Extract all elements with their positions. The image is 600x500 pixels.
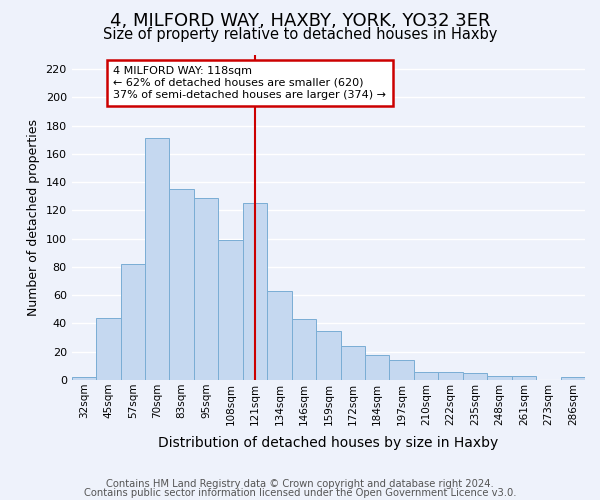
Bar — [194, 198, 218, 380]
Y-axis label: Number of detached properties: Number of detached properties — [27, 119, 40, 316]
Bar — [414, 372, 439, 380]
Bar — [218, 240, 243, 380]
Bar — [512, 376, 536, 380]
Text: 4 MILFORD WAY: 118sqm
← 62% of detached houses are smaller (620)
37% of semi-det: 4 MILFORD WAY: 118sqm ← 62% of detached … — [113, 66, 386, 100]
Bar — [96, 318, 121, 380]
Bar — [365, 354, 389, 380]
Bar — [439, 372, 463, 380]
Bar — [389, 360, 414, 380]
Bar — [292, 319, 316, 380]
Bar — [243, 204, 267, 380]
X-axis label: Distribution of detached houses by size in Haxby: Distribution of detached houses by size … — [158, 436, 499, 450]
Bar — [145, 138, 169, 380]
Text: 4, MILFORD WAY, HAXBY, YORK, YO32 3ER: 4, MILFORD WAY, HAXBY, YORK, YO32 3ER — [110, 12, 490, 30]
Bar — [267, 291, 292, 380]
Bar — [121, 264, 145, 380]
Text: Size of property relative to detached houses in Haxby: Size of property relative to detached ho… — [103, 28, 497, 42]
Bar — [487, 376, 512, 380]
Text: Contains public sector information licensed under the Open Government Licence v3: Contains public sector information licen… — [84, 488, 516, 498]
Text: Contains HM Land Registry data © Crown copyright and database right 2024.: Contains HM Land Registry data © Crown c… — [106, 479, 494, 489]
Bar — [316, 330, 341, 380]
Bar — [560, 377, 585, 380]
Bar — [341, 346, 365, 380]
Bar — [71, 377, 96, 380]
Bar — [169, 189, 194, 380]
Bar — [463, 373, 487, 380]
